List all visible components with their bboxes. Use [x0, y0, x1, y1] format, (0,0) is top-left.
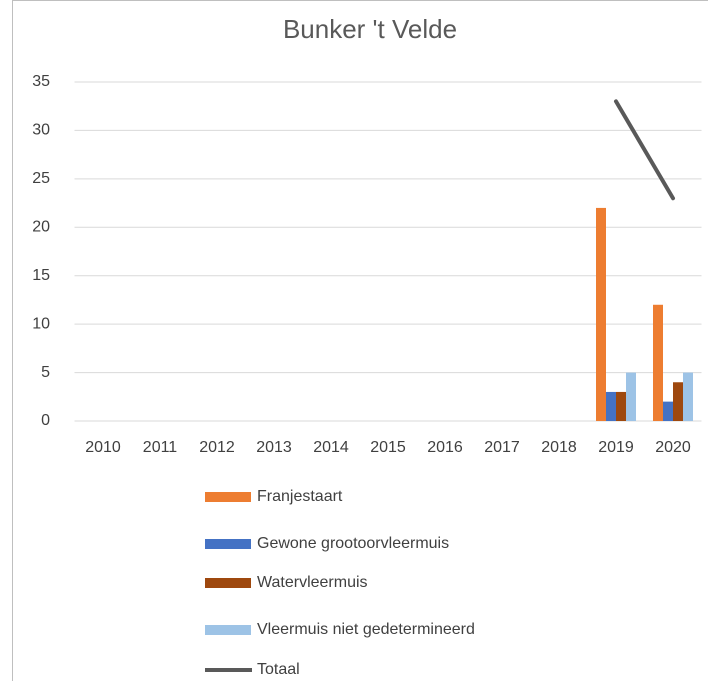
legend-label: Gewone grootoorvleermuis [257, 535, 449, 552]
bar [606, 391, 616, 421]
x-tick-label: 2011 [143, 439, 178, 456]
legend-label: Vleermuis niet gedetermineerd [257, 621, 475, 638]
bar [653, 304, 663, 421]
y-tick-label: 25 [32, 170, 50, 187]
y-tick-label: 35 [32, 73, 50, 90]
x-tick-label: 2020 [655, 439, 691, 456]
legend-swatch [205, 539, 251, 549]
x-tick-label: 2016 [427, 439, 463, 456]
legend-swatch [205, 625, 251, 635]
legend-label: Totaal [257, 661, 300, 678]
bar [683, 372, 693, 421]
chart-title: Bunker 't Velde [283, 14, 457, 44]
y-tick-label: 20 [32, 219, 50, 236]
y-tick-label: 30 [32, 122, 50, 139]
legend-label: Franjestaart [257, 488, 343, 505]
legend-swatch [205, 492, 251, 502]
x-tick-label: 2017 [484, 439, 520, 456]
x-tick-label: 2018 [541, 439, 577, 456]
y-tick-label: 10 [32, 315, 50, 332]
legend-swatch [205, 578, 251, 588]
x-tick-label: 2012 [199, 439, 235, 456]
y-tick-label: 5 [41, 364, 50, 381]
x-tick-label: 2013 [256, 439, 292, 456]
x-tick-label: 2014 [313, 439, 349, 456]
bar [596, 207, 606, 421]
x-tick-label: 2019 [598, 439, 634, 456]
legend-label: Watervleermuis [257, 574, 368, 591]
y-tick-label: 15 [32, 267, 50, 284]
line [614, 99, 675, 201]
x-tick-label: 2010 [85, 439, 121, 456]
bar [626, 372, 636, 421]
bar [663, 401, 673, 421]
bar [616, 391, 626, 421]
x-tick-label: 2015 [370, 439, 406, 456]
bar [673, 382, 683, 421]
y-tick-label: 0 [41, 412, 50, 429]
chart-border [12, 0, 708, 681]
